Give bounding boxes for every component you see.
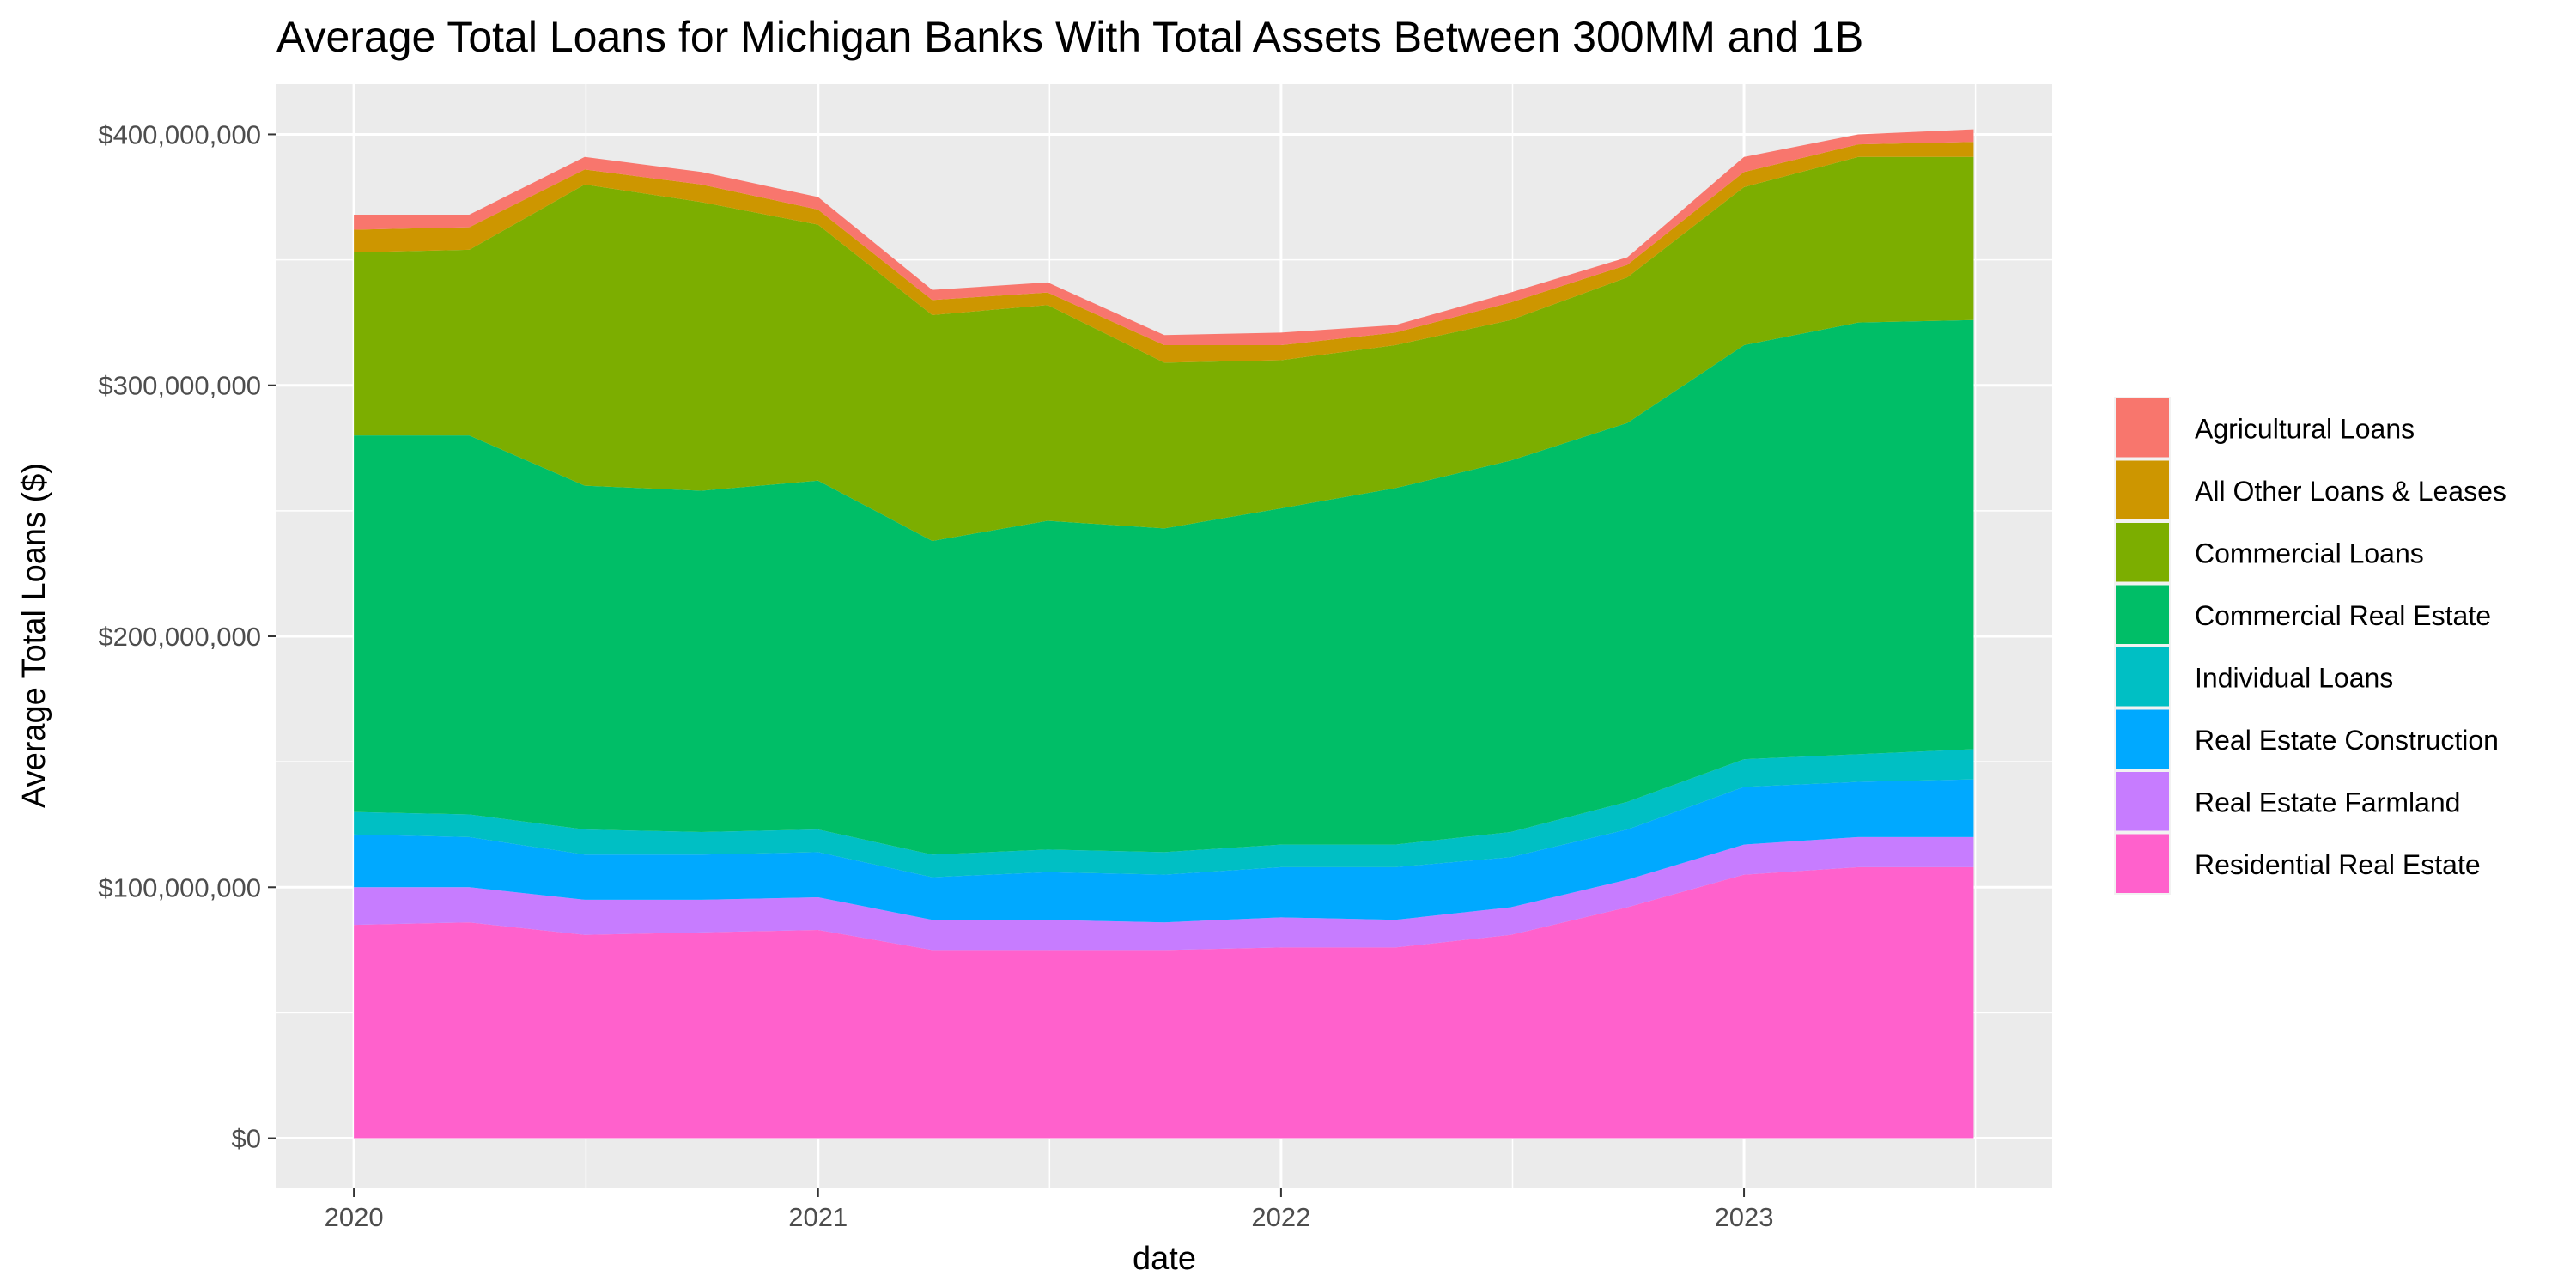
legend-swatch-commercial-real-estate (2116, 585, 2169, 644)
area-series-all-other-loans-and-leases (354, 142, 1974, 363)
legend-label-real-estate-construction: Real Estate Construction (2195, 725, 2499, 756)
legend-swatch-real-estate-farmland (2116, 772, 2169, 831)
legend-label-individual-loans: Individual Loans (2195, 662, 2393, 693)
area-series-agricultural-loans (354, 129, 1974, 345)
legend-label-commercial-real-estate: Commercial Real Estate (2195, 600, 2491, 631)
legend-label-agricultural-loans: Agricultural Loans (2195, 413, 2415, 444)
legend-swatch-residential-real-estate (2116, 834, 2169, 893)
y-tick-label: $400,000,000 (98, 119, 261, 149)
legend-label-residential-real-estate: Residential Real Estate (2195, 849, 2481, 880)
legend-swatch-all-other-loans-and-leases (2116, 460, 2169, 519)
legend-swatch-agricultural-loans (2116, 398, 2169, 458)
x-tick-label: 2022 (1251, 1202, 1310, 1232)
y-tick-label: $200,000,000 (98, 622, 261, 652)
legend-label-commercial-loans: Commercial Loans (2195, 538, 2424, 568)
legend-swatch-real-estate-construction (2116, 709, 2169, 769)
area-series-individual-loans (354, 749, 1974, 878)
x-axis-title: date (1133, 1241, 1196, 1277)
x-tick-label: 2021 (788, 1202, 848, 1232)
legend-swatch-commercial-loans (2116, 523, 2169, 582)
x-tick-label: 2020 (325, 1202, 384, 1232)
chart-title: Average Total Loans for Michigan Banks W… (276, 13, 1863, 61)
y-tick-label: $0 (232, 1124, 261, 1154)
area-layers (354, 129, 1974, 1139)
area-series-commercial-loans (354, 156, 1974, 541)
legend: Agricultural Loans All Other Loans & Leas… (2114, 397, 2506, 895)
x-tick-label: 2023 (1715, 1202, 1774, 1232)
legend-label-real-estate-farmland: Real Estate Farmland (2195, 787, 2460, 817)
legend-swatch-individual-loans (2116, 647, 2169, 707)
area-series-residential-real-estate (354, 866, 1974, 1139)
y-axis-title: Average Total Loans ($) (16, 463, 52, 808)
area-series-real-estate-construction (354, 779, 1974, 923)
area-series-real-estate-farmland (354, 836, 1974, 951)
y-tick-label: $300,000,000 (98, 371, 261, 401)
legend-label-all-other-loans-and-leases: All Other Loans & Leases (2195, 476, 2506, 507)
area-series-commercial-real-estate (354, 319, 1974, 855)
y-tick-label: $100,000,000 (98, 872, 261, 902)
axes: $0 $100,000,000 $200,000,000 $300,000,000 $4… (98, 119, 1773, 1232)
